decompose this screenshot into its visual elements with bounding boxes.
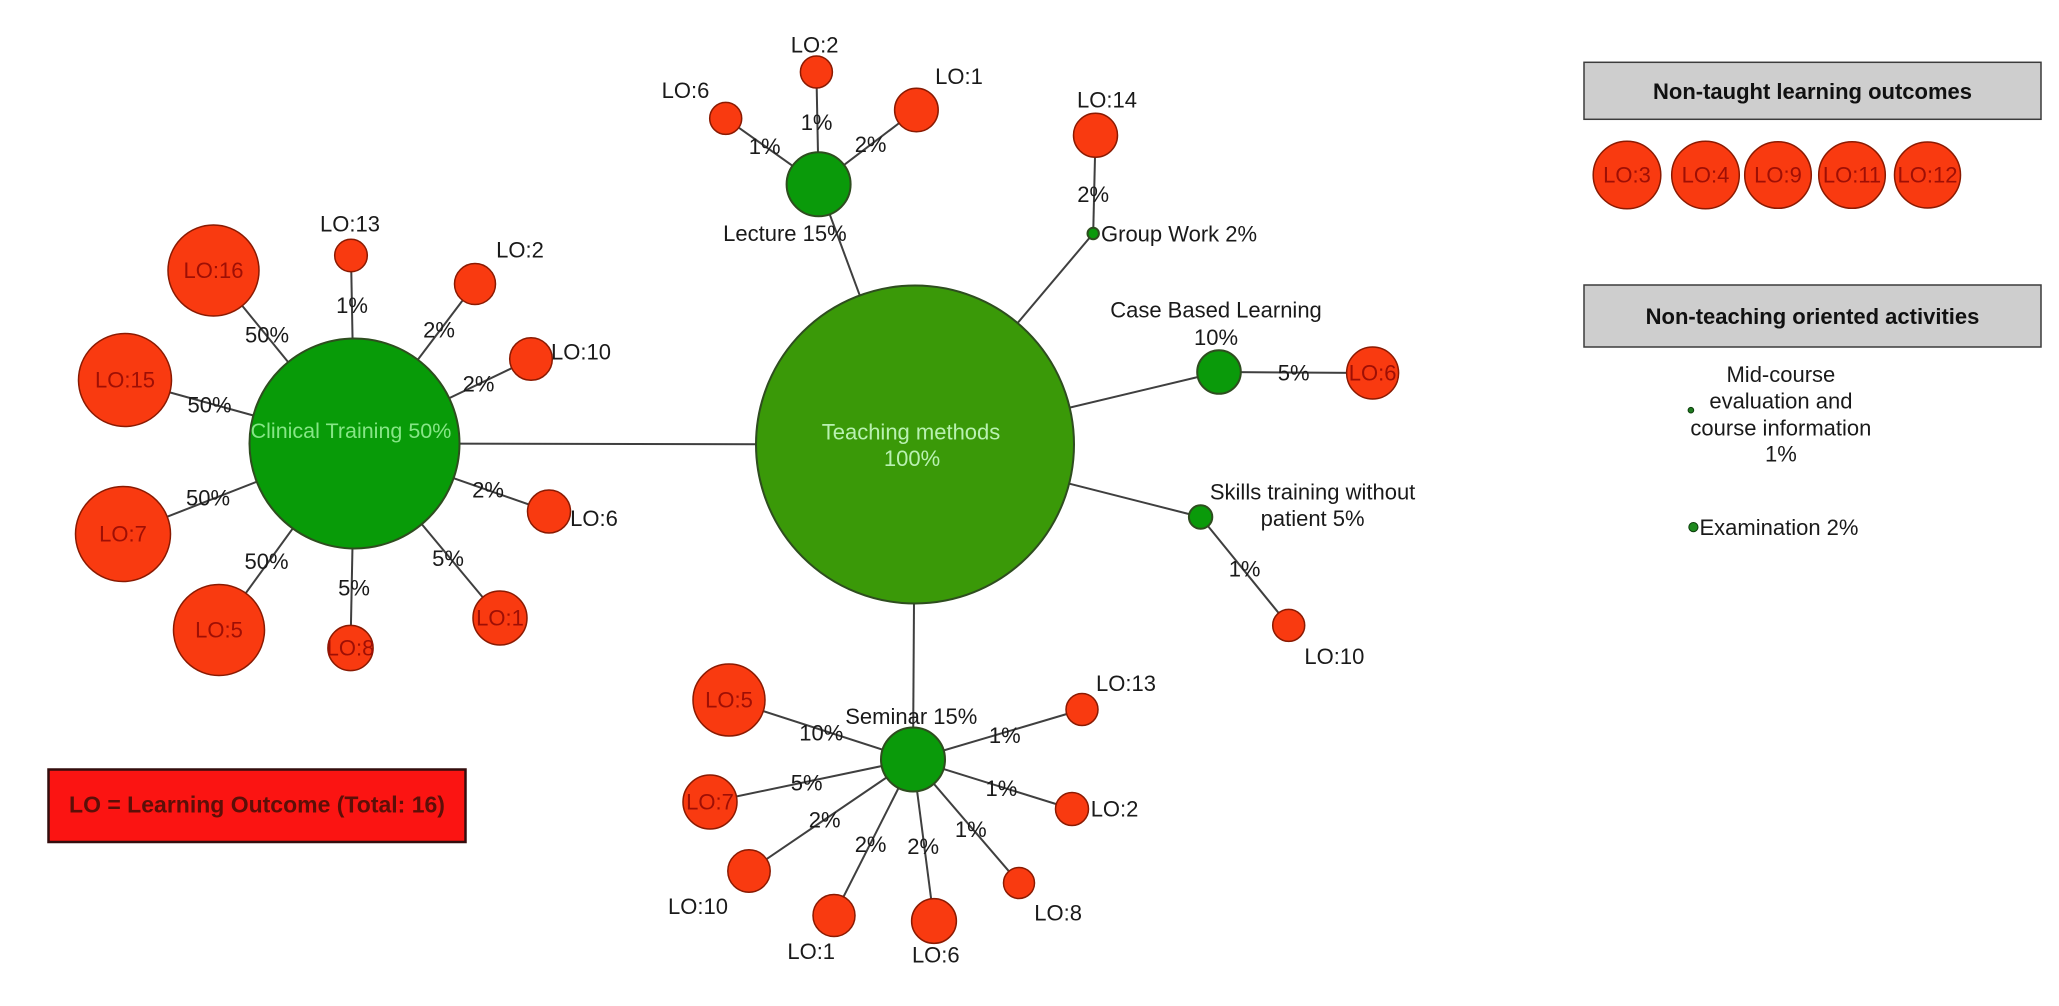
svg-text:10%: 10%	[1194, 325, 1238, 350]
svg-text:50%: 50%	[186, 486, 230, 511]
svg-text:Seminar 15%: Seminar 15%	[845, 704, 977, 729]
svg-text:LO:15: LO:15	[95, 368, 155, 393]
svg-text:LO:16: LO:16	[184, 258, 244, 283]
svg-text:LO:8: LO:8	[1034, 901, 1082, 926]
svg-text:50%: 50%	[187, 393, 231, 418]
svg-text:1%: 1%	[986, 776, 1018, 801]
svg-text:Group Work 2%: Group Work 2%	[1101, 222, 1257, 247]
svg-text:1%: 1%	[749, 134, 781, 159]
svg-text:5%: 5%	[1278, 361, 1310, 386]
svg-text:5%: 5%	[432, 546, 464, 571]
svg-text:50%: 50%	[244, 549, 288, 574]
svg-text:2%: 2%	[855, 832, 887, 857]
svg-text:LO:2: LO:2	[791, 33, 839, 58]
svg-text:LO:3: LO:3	[1603, 163, 1651, 188]
svg-text:LO:13: LO:13	[1096, 671, 1156, 696]
svg-text:LO:8: LO:8	[327, 636, 375, 661]
svg-text:evaluation and: evaluation and	[1709, 389, 1852, 414]
svg-text:LO:1: LO:1	[935, 64, 983, 89]
svg-text:LO:6: LO:6	[662, 78, 710, 103]
svg-text:1%: 1%	[955, 817, 987, 842]
svg-text:LO:5: LO:5	[195, 618, 243, 643]
svg-text:LO:13: LO:13	[320, 212, 380, 237]
svg-text:course information: course information	[1690, 415, 1871, 440]
svg-text:Case Based Learning: Case Based Learning	[1110, 298, 1322, 323]
svg-text:2%: 2%	[463, 372, 495, 397]
svg-text:LO:4: LO:4	[1682, 163, 1730, 188]
svg-text:Examination 2%: Examination 2%	[1700, 515, 1859, 540]
svg-text:LO:2: LO:2	[496, 238, 544, 263]
svg-text:LO:11: LO:11	[1823, 163, 1881, 188]
svg-text:LO:7: LO:7	[99, 522, 147, 547]
svg-text:5%: 5%	[791, 771, 823, 796]
svg-text:LO:2: LO:2	[1091, 797, 1139, 822]
svg-text:LO:6: LO:6	[912, 943, 960, 968]
svg-text:LO:6: LO:6	[1349, 361, 1397, 386]
svg-text:2%: 2%	[423, 318, 455, 343]
svg-text:50%: 50%	[245, 323, 289, 348]
svg-text:LO = Learning Outcome (Total:: LO = Learning Outcome (Total: 16)	[69, 792, 445, 818]
svg-text:5%: 5%	[338, 576, 370, 601]
svg-text:2%: 2%	[809, 807, 841, 832]
svg-text:LO:1: LO:1	[476, 606, 524, 631]
svg-text:LO:14: LO:14	[1077, 88, 1137, 113]
svg-text:Skills training without: Skills training without	[1210, 480, 1415, 505]
svg-text:1%: 1%	[989, 723, 1021, 748]
svg-text:2%: 2%	[855, 132, 887, 157]
svg-text:patient 5%: patient 5%	[1261, 506, 1365, 531]
svg-text:LO:10: LO:10	[1304, 644, 1364, 669]
svg-text:Mid-course: Mid-course	[1726, 362, 1835, 387]
svg-text:Teaching methods: Teaching methods	[822, 420, 1001, 445]
svg-text:Lecture 15%: Lecture 15%	[723, 221, 847, 246]
svg-text:LO:7: LO:7	[686, 790, 734, 815]
svg-text:1%: 1%	[1765, 442, 1797, 467]
svg-text:2%: 2%	[1077, 182, 1109, 207]
svg-text:LO:10: LO:10	[668, 894, 728, 919]
svg-text:100%: 100%	[884, 446, 940, 471]
svg-text:1%: 1%	[801, 110, 833, 135]
svg-text:1%: 1%	[1229, 557, 1261, 582]
svg-text:LO:6: LO:6	[570, 506, 618, 531]
svg-text:LO:1: LO:1	[787, 939, 835, 964]
svg-text:LO:5: LO:5	[705, 688, 753, 713]
svg-text:LO:9: LO:9	[1754, 163, 1802, 188]
svg-text:LO:12: LO:12	[1898, 163, 1958, 188]
svg-text:Non-teaching oriented activiti: Non-teaching oriented activities	[1646, 304, 1980, 329]
svg-text:Clinical Training 50%: Clinical Training 50%	[251, 419, 452, 443]
svg-text:10%: 10%	[799, 721, 843, 746]
svg-text:1%: 1%	[336, 293, 368, 318]
svg-text:Non-taught learning outcomes: Non-taught learning outcomes	[1653, 79, 1972, 104]
svg-text:LO:10: LO:10	[551, 340, 611, 365]
svg-text:2%: 2%	[472, 478, 504, 503]
svg-text:2%: 2%	[907, 834, 939, 859]
